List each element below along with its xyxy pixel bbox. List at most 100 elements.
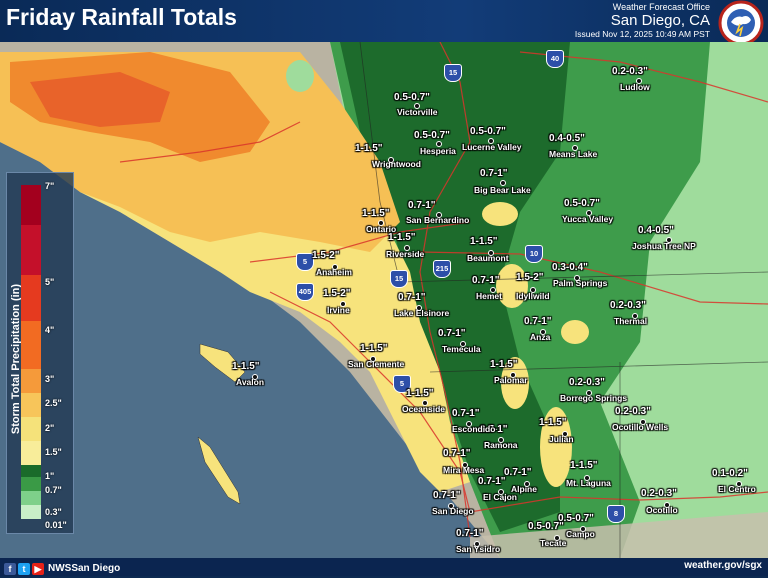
amount-label: 0.7-1" bbox=[480, 168, 508, 179]
zone-dark-green bbox=[340, 42, 570, 532]
city-dot bbox=[574, 275, 580, 281]
city-dot bbox=[500, 180, 506, 186]
city-name: Mira Mesa bbox=[443, 465, 485, 475]
amount-label: 0.4-0.5" bbox=[549, 133, 585, 144]
highway-shield: 10 bbox=[525, 245, 543, 263]
city-dot bbox=[510, 372, 516, 378]
patch-desert bbox=[286, 60, 314, 92]
legend-tick: 7" bbox=[45, 181, 55, 191]
city-name: Oceanside bbox=[402, 404, 445, 414]
city-dot bbox=[448, 503, 454, 509]
city-name: Victorville bbox=[397, 107, 438, 117]
city-name: Borrego Springs bbox=[560, 393, 628, 403]
issued-time: Issued Nov 12, 2025 10:49 AM PST bbox=[574, 29, 710, 39]
roads bbox=[119, 42, 768, 538]
city-name: Lucerne Valley bbox=[462, 142, 522, 152]
nws-logo bbox=[718, 0, 764, 46]
highway-shield: 5 bbox=[296, 253, 314, 271]
city-name: El Cajon bbox=[483, 492, 518, 502]
amount-label: 0.7-1" bbox=[443, 448, 471, 459]
city-name: Lake Elsinore bbox=[394, 308, 450, 318]
ramp-segment bbox=[21, 505, 41, 519]
amount-label: 1.5-2" bbox=[323, 288, 351, 299]
legend-tick: 5" bbox=[45, 277, 55, 287]
header-bar: Friday Rainfall Totals Weather Forecast … bbox=[0, 0, 768, 46]
amount-label: 1-1.5" bbox=[406, 388, 434, 399]
city-name: Temecula bbox=[442, 344, 481, 354]
highway-shield: 5 bbox=[393, 375, 411, 393]
patch-anza bbox=[561, 320, 589, 344]
amount-label: 0.7-1" bbox=[478, 476, 506, 487]
amount-label: 1-1.5" bbox=[570, 460, 598, 471]
amount-label: 0.3-0.4" bbox=[552, 262, 588, 273]
ramp-segment bbox=[21, 441, 41, 465]
amount-label: 0.7-1" bbox=[438, 328, 466, 339]
amount-label: 1-1.5" bbox=[360, 343, 388, 354]
city-name: Hesperia bbox=[420, 146, 456, 156]
city-name: Palm Springs bbox=[553, 278, 608, 288]
city-name: Beaumont bbox=[467, 253, 509, 263]
city-name: Alpine bbox=[511, 484, 537, 494]
island-catalina bbox=[199, 343, 246, 383]
zone-dark-orange bbox=[30, 72, 170, 127]
city-dot bbox=[488, 138, 494, 144]
amount-label: 1-1.5" bbox=[470, 236, 498, 247]
social-handle[interactable]: NWSSan Diego bbox=[48, 563, 121, 575]
amount-label: 0.7-1" bbox=[433, 490, 461, 501]
mexico-area bbox=[470, 512, 768, 558]
city-dot bbox=[584, 475, 590, 481]
amount-label: 0.5-0.7" bbox=[528, 521, 564, 532]
city-name: Julian bbox=[549, 434, 574, 444]
city-dot bbox=[436, 141, 442, 147]
city-name: Tecate bbox=[540, 538, 567, 548]
city-dot bbox=[488, 250, 494, 256]
ramp-segment bbox=[21, 491, 41, 505]
city-dot bbox=[414, 103, 420, 109]
city-name: El Centro bbox=[718, 484, 756, 494]
amount-label: 0.2-0.3" bbox=[612, 66, 648, 77]
city-dot bbox=[332, 264, 338, 270]
city-name: Irvine bbox=[327, 305, 350, 315]
amount-label: 1-1.5" bbox=[388, 232, 416, 243]
patch-idyllwild bbox=[496, 264, 528, 308]
website-link[interactable]: weather.gov/sgx bbox=[684, 560, 762, 571]
city-dot bbox=[490, 287, 496, 293]
city-dot bbox=[562, 431, 568, 437]
city-dot bbox=[640, 419, 646, 425]
twitter-icon[interactable]: t bbox=[18, 562, 30, 575]
city-name: Hemet bbox=[476, 291, 502, 301]
ramp-segment bbox=[21, 369, 41, 393]
city-dot bbox=[404, 245, 410, 251]
amount-label: 0.2-0.3" bbox=[610, 300, 646, 311]
city-dot bbox=[530, 287, 536, 293]
facebook-icon[interactable]: f bbox=[4, 562, 16, 575]
amount-label: 0.2-0.3" bbox=[615, 406, 651, 417]
county-lines bbox=[359, 42, 768, 558]
city-name: Campo bbox=[566, 529, 595, 539]
city-name: Thermal bbox=[614, 316, 648, 326]
amount-label: 0.7-1" bbox=[398, 292, 426, 303]
city-dot bbox=[416, 305, 422, 311]
city-dot bbox=[252, 374, 258, 380]
amount-label: 1.5-2" bbox=[312, 250, 340, 261]
highway-shield: 15 bbox=[390, 270, 408, 288]
city-name: Anaheim bbox=[316, 267, 352, 277]
amount-label: 1-1.5" bbox=[490, 359, 518, 370]
youtube-icon[interactable]: ▶ bbox=[32, 562, 44, 575]
amount-label: 0.7-1" bbox=[524, 316, 552, 327]
city-dot bbox=[436, 212, 442, 218]
city-name: Joshua Tree NP bbox=[632, 241, 696, 251]
city-dot bbox=[554, 535, 560, 541]
city-dot bbox=[460, 341, 466, 347]
highway-shield: 405 bbox=[296, 283, 314, 301]
amount-label: 1-1.5" bbox=[539, 417, 567, 428]
city-name: Palomar bbox=[494, 375, 528, 385]
city-dot bbox=[524, 481, 530, 487]
amount-label: 0.7-1" bbox=[472, 275, 500, 286]
city-dot bbox=[586, 390, 592, 396]
city-name: Idyllwild bbox=[516, 291, 550, 301]
city-dot bbox=[462, 462, 468, 468]
city-dot bbox=[580, 526, 586, 532]
patch-julian bbox=[540, 407, 572, 487]
ramp-segment bbox=[21, 477, 41, 491]
